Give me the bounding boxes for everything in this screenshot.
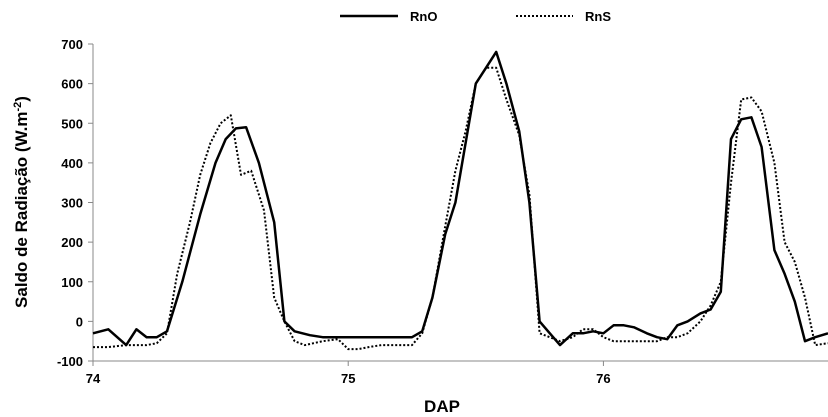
y-tick-label: 400 <box>61 156 83 171</box>
x-tick-label: 76 <box>596 371 610 386</box>
legend-label-rns: RnS <box>585 9 611 24</box>
x-tick-label: 74 <box>86 371 101 386</box>
y-axis-title-superscript: -2 <box>12 102 24 112</box>
y-axis-title-close: ) <box>12 96 31 102</box>
legend-label-rno: RnO <box>410 9 437 24</box>
series-layer <box>92 50 828 351</box>
x-axis-ticks: 74 75 76 <box>86 361 611 386</box>
y-tick-label: 700 <box>61 37 83 52</box>
y-tick-label: 200 <box>61 235 83 250</box>
y-axis-title-main: Saldo de Radiação (W.m <box>12 111 31 308</box>
y-axis-title: Saldo de Radiação (W.m-2) <box>12 96 31 308</box>
y-tick-label: -100 <box>57 354 83 369</box>
y-tick-label: 300 <box>61 196 83 211</box>
series-line-rno <box>92 50 828 347</box>
x-tick-label: 75 <box>341 371 355 386</box>
y-tick-label: 100 <box>61 275 83 290</box>
y-tick-label: 500 <box>61 116 83 131</box>
y-tick-label: 0 <box>76 314 83 329</box>
y-axis-ticks: -100 0 100 200 300 400 500 600 700 <box>57 37 93 369</box>
y-tick-label: 600 <box>61 77 83 92</box>
x-axis-title: DAP <box>424 397 460 416</box>
legend: RnO RnS <box>340 9 611 24</box>
